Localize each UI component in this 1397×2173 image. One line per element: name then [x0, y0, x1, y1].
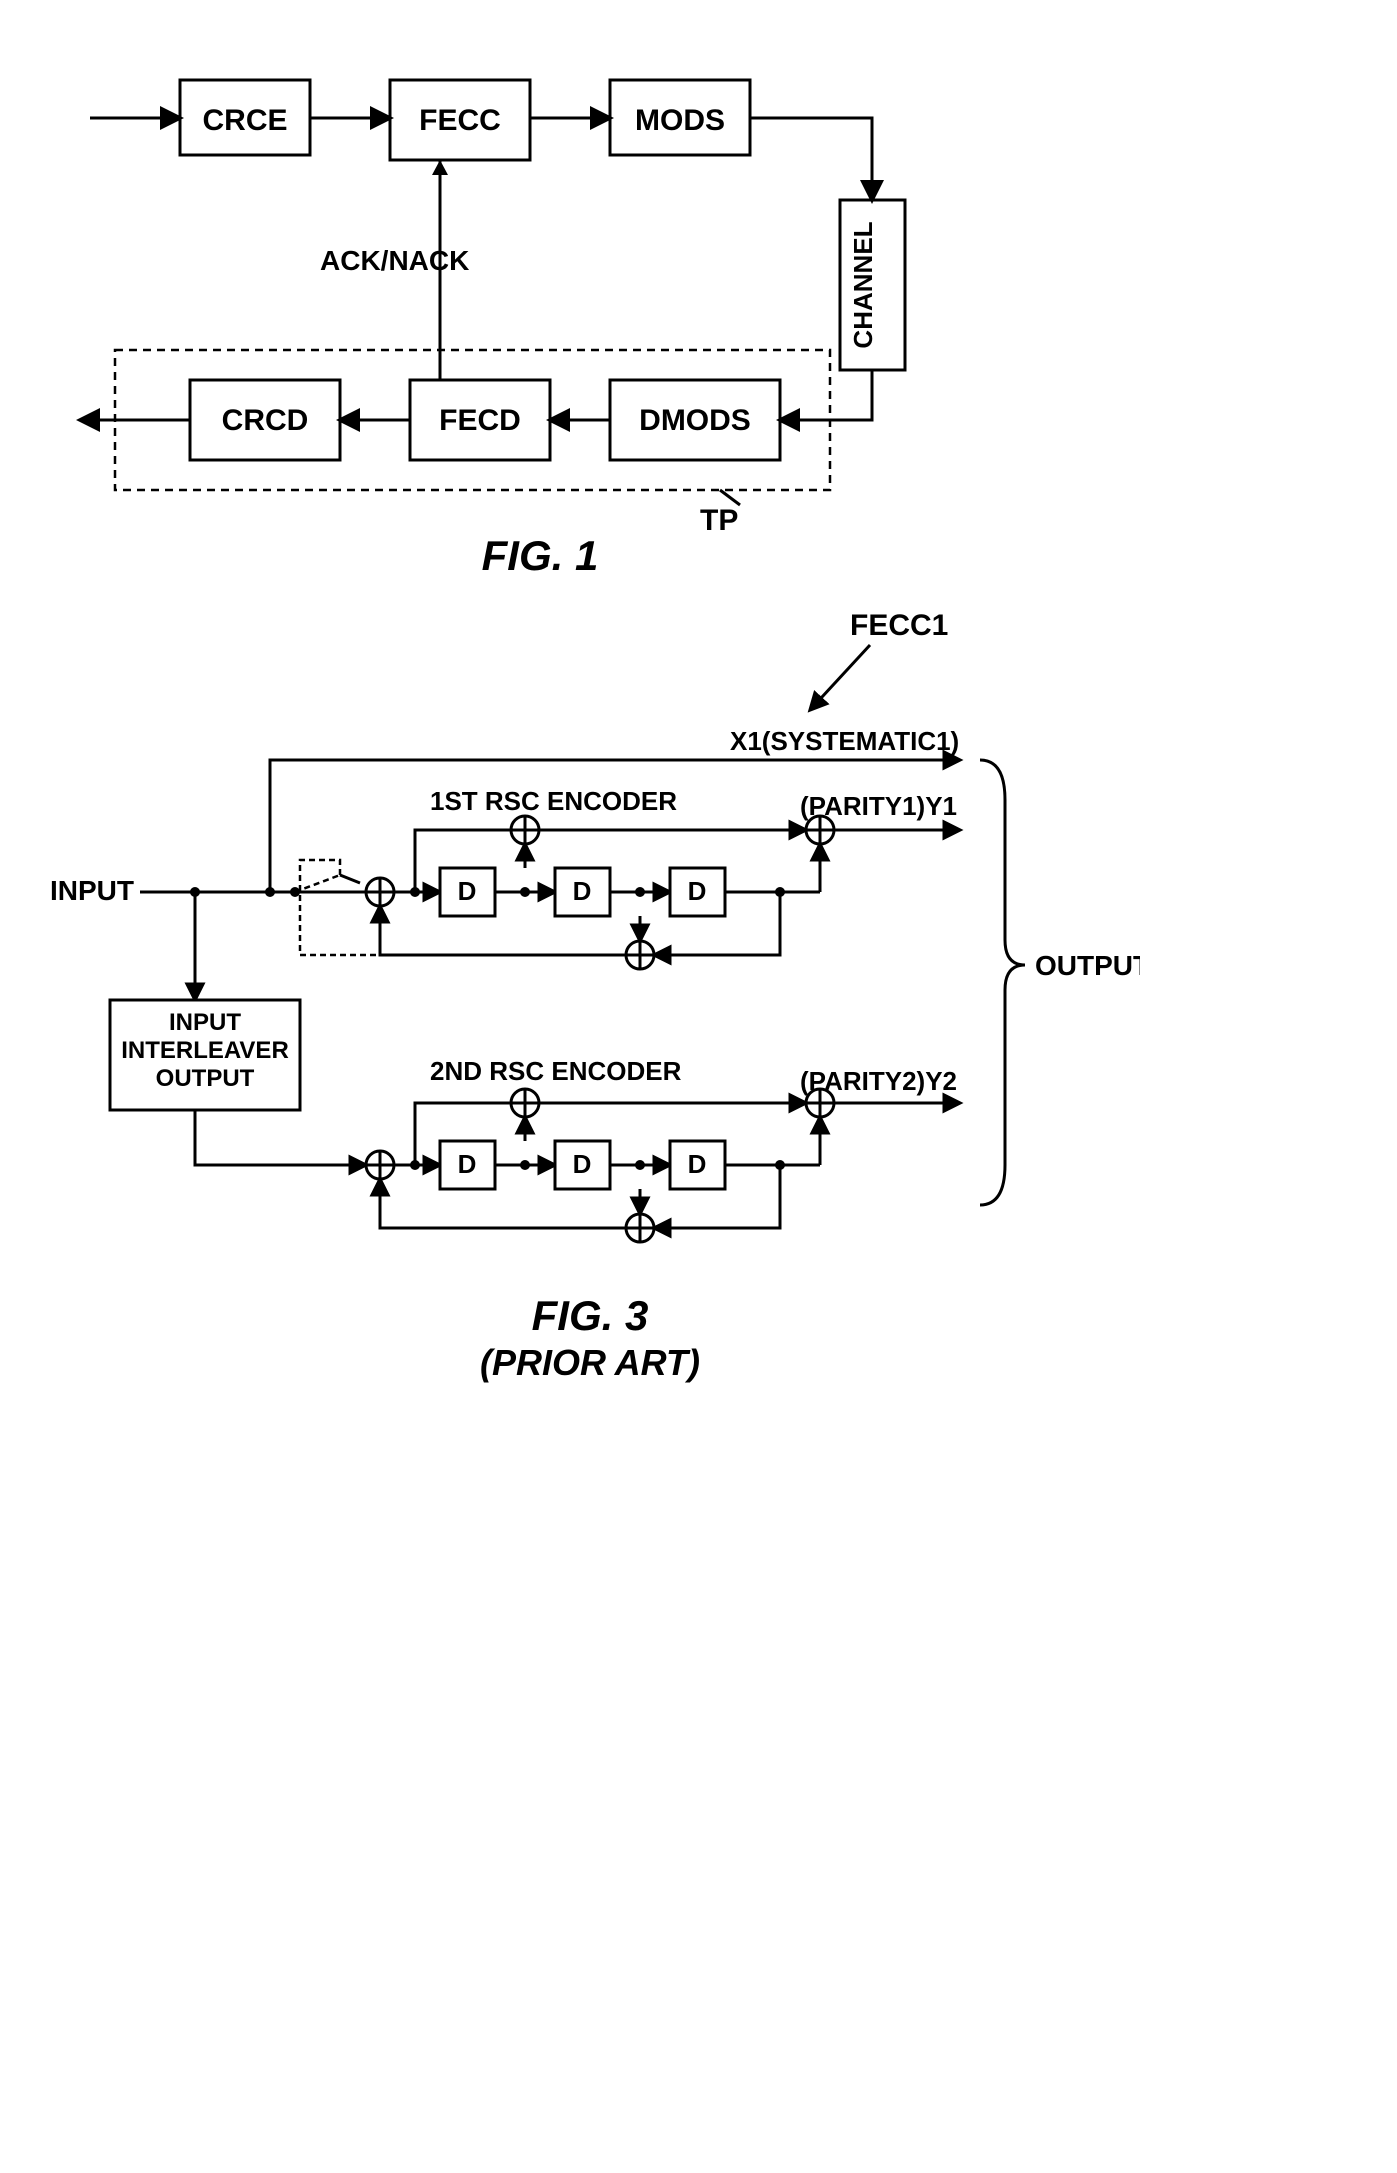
mods-label: MODS — [635, 104, 725, 137]
svg-text:D: D — [688, 1149, 707, 1179]
x1-node — [265, 887, 275, 897]
fecc-label: FECC — [419, 104, 501, 137]
arrow-mods-channel — [750, 118, 872, 200]
fig3-svg: FECC1 INPUT X1(SYSTEMATIC1) 1ST RSC ENCO… — [40, 600, 1140, 1420]
input-label: INPUT — [50, 875, 134, 906]
ack-arrowhead — [432, 160, 448, 175]
interleaver-l3: OUTPUT — [156, 1065, 255, 1092]
enc1-xor-in — [366, 878, 394, 906]
acknack-label: ACK/NACK — [320, 245, 469, 276]
intlv-out — [195, 1110, 366, 1165]
enc1-label: 1ST RSC ENCODER — [430, 786, 677, 816]
tp-label: TP — [700, 504, 738, 537]
fig3-title: FIG. 3 — [532, 1292, 649, 1339]
tp-leader — [720, 490, 740, 505]
enc1-xor-top1 — [511, 816, 539, 844]
svg-text:D: D — [458, 1149, 477, 1179]
enc1-xor-fb — [626, 941, 654, 969]
crcd-label: CRCD — [222, 404, 309, 437]
output-brace — [980, 760, 1025, 1205]
interleaver-l2: INTERLEAVER — [121, 1037, 289, 1064]
fig3-subtitle: (PRIOR ART) — [480, 1342, 700, 1383]
arrow-channel-dmods — [780, 370, 872, 420]
encoder1: D D D (PARITY1)Y1 — [290, 791, 960, 969]
fig1-title: FIG. 1 — [482, 532, 599, 579]
dmods-label: DMODS — [639, 404, 751, 437]
svg-text:D: D — [573, 876, 592, 906]
x1-branch — [270, 760, 960, 892]
svg-text:D: D — [458, 876, 477, 906]
encoder2: D D D (PARITY2)Y2 — [366, 1066, 960, 1242]
fig1-svg: CRCE FECC MODS CHANNEL DMODS FECD CRCD A… — [40, 40, 1040, 600]
crce-label: CRCE — [202, 104, 287, 137]
enc2-label: 2ND RSC ENCODER — [430, 1056, 682, 1086]
fecc1-arrow — [810, 645, 870, 710]
svg-text:D: D — [573, 1149, 592, 1179]
output-label: OUTPUT — [1035, 950, 1140, 981]
svg-text:D: D — [688, 876, 707, 906]
interleaver-l1: INPUT — [169, 1009, 241, 1036]
y2-label: (PARITY2)Y2 — [800, 1066, 957, 1096]
fecd-label: FECD — [439, 404, 521, 437]
y1-label: (PARITY1)Y1 — [800, 791, 957, 821]
x1-label: X1(SYSTEMATIC1) — [730, 726, 959, 756]
fecc1-label: FECC1 — [850, 609, 948, 642]
channel-label: CHANNEL — [848, 221, 878, 348]
